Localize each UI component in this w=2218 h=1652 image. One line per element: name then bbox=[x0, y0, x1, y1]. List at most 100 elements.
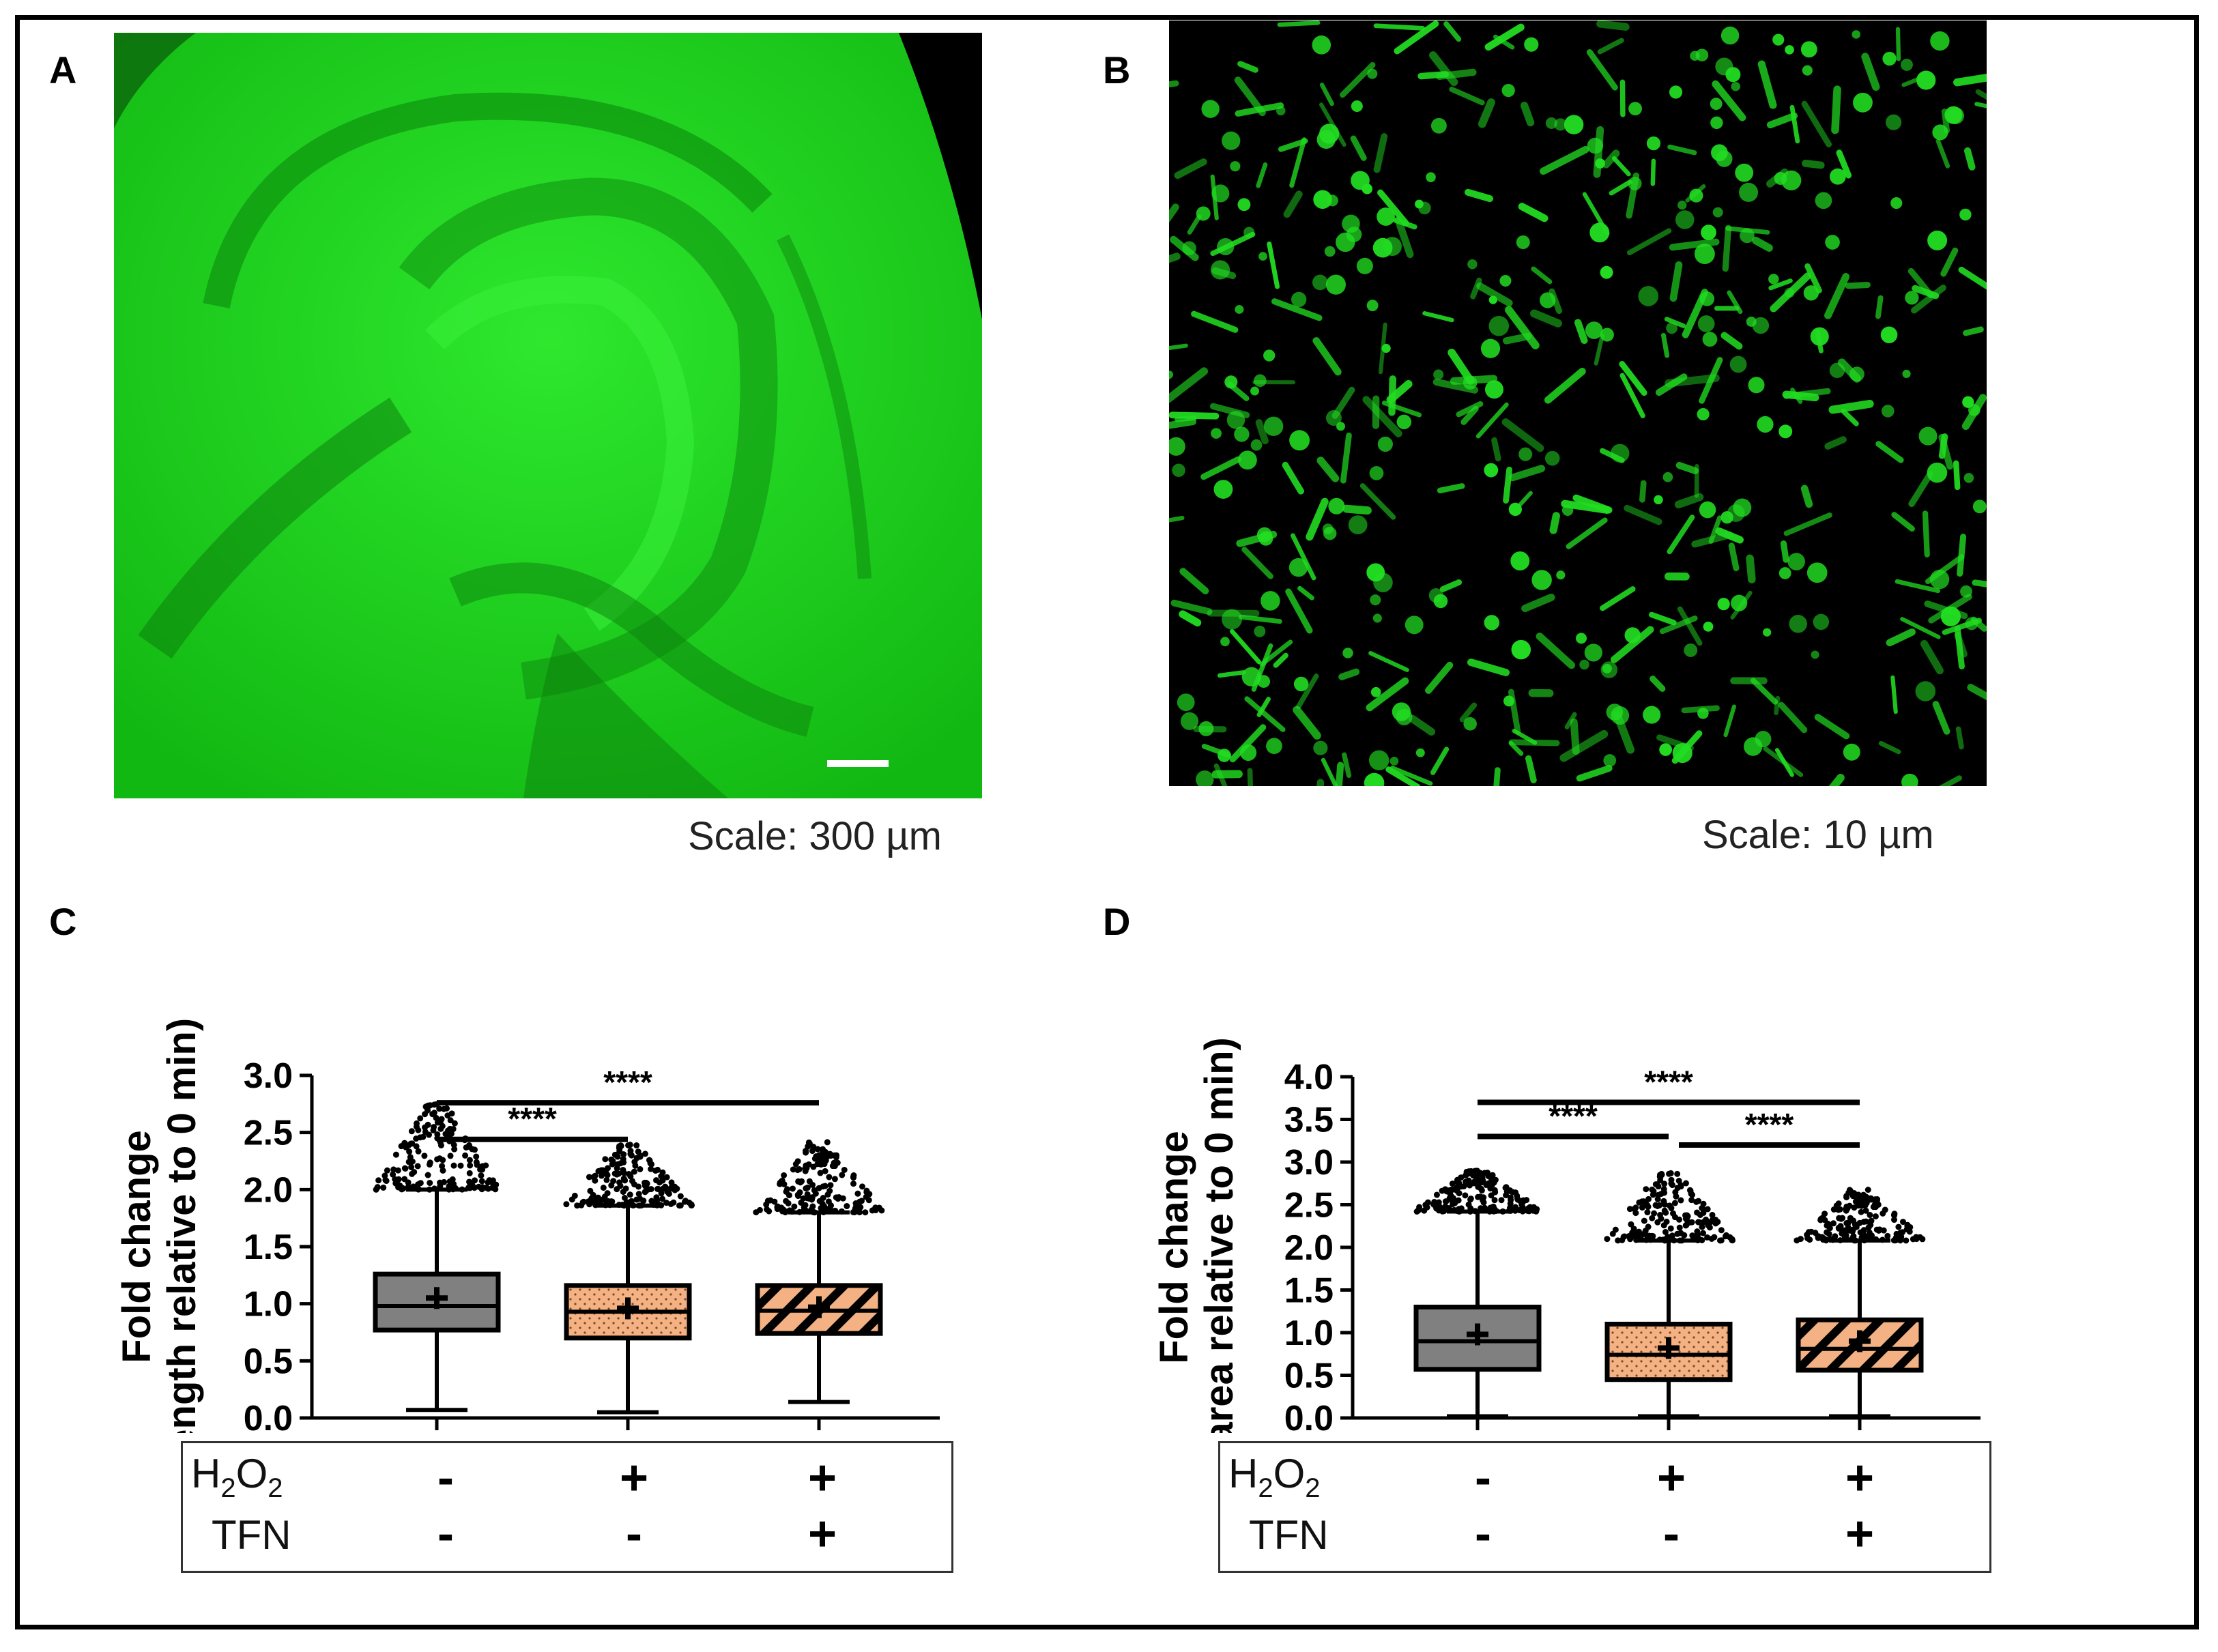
outlier-point bbox=[393, 1178, 400, 1185]
outlier-point bbox=[786, 1192, 792, 1199]
outlier-point bbox=[1868, 1217, 1875, 1224]
outlier-point bbox=[809, 1181, 816, 1188]
outlier-point bbox=[827, 1182, 834, 1189]
outlier-point bbox=[1676, 1224, 1683, 1231]
outlier-point bbox=[448, 1183, 455, 1189]
outlier-point bbox=[1835, 1200, 1842, 1207]
outlier-point bbox=[862, 1209, 869, 1216]
outlier-point bbox=[1434, 1204, 1441, 1211]
outlier-point bbox=[1874, 1195, 1881, 1202]
outlier-point bbox=[637, 1152, 644, 1159]
outlier-point bbox=[450, 1162, 457, 1169]
significance-label: **** bbox=[508, 1101, 557, 1137]
outlier-point bbox=[839, 1172, 846, 1178]
outlier-point bbox=[781, 1180, 788, 1187]
outlier-point bbox=[609, 1161, 616, 1168]
outlier-point bbox=[427, 1180, 433, 1187]
outlier-point bbox=[1821, 1217, 1828, 1223]
outlier-point bbox=[1458, 1183, 1465, 1190]
outlier-point bbox=[809, 1194, 816, 1201]
outlier-point bbox=[1660, 1222, 1667, 1229]
outlier-point bbox=[819, 1200, 826, 1207]
outlier-point bbox=[1701, 1219, 1708, 1226]
outlier-point bbox=[851, 1208, 858, 1215]
outlier-point bbox=[1480, 1199, 1487, 1206]
outlier-point bbox=[659, 1195, 666, 1202]
significance-label: **** bbox=[1644, 1064, 1693, 1100]
outlier-point bbox=[785, 1200, 792, 1206]
outlier-point bbox=[1650, 1191, 1656, 1198]
outlier-point bbox=[413, 1120, 420, 1127]
outlier-point bbox=[1694, 1209, 1701, 1216]
outlier-point bbox=[1837, 1206, 1843, 1213]
outlier-point bbox=[483, 1185, 490, 1191]
outlier-point bbox=[472, 1177, 478, 1184]
outlier-point bbox=[1615, 1237, 1622, 1244]
outlier-point bbox=[440, 1167, 446, 1174]
outlier-point bbox=[429, 1111, 436, 1118]
outlier-point bbox=[409, 1170, 416, 1177]
outlier-point bbox=[778, 1204, 785, 1211]
outlier-point bbox=[635, 1191, 642, 1198]
outlier-point bbox=[623, 1200, 630, 1206]
outlier-point bbox=[446, 1125, 453, 1132]
outlier-point bbox=[462, 1152, 469, 1159]
outlier-point bbox=[1609, 1230, 1616, 1237]
outlier-point bbox=[1689, 1191, 1696, 1198]
outlier-point bbox=[437, 1142, 444, 1148]
outlier-point bbox=[602, 1156, 609, 1163]
outlier-point bbox=[811, 1155, 818, 1162]
row-label-h2o2: H2O2 bbox=[1228, 1451, 1321, 1503]
outlier-point bbox=[394, 1167, 401, 1174]
outlier-point bbox=[764, 1198, 771, 1204]
outlier-point bbox=[1718, 1237, 1725, 1244]
outlier-point bbox=[1694, 1228, 1701, 1235]
outlier-point bbox=[467, 1162, 474, 1169]
outlier-point bbox=[1498, 1197, 1505, 1204]
outlier-point bbox=[872, 1207, 879, 1214]
h2o2-cell: + bbox=[1845, 1451, 1875, 1505]
outlier-point bbox=[1626, 1233, 1632, 1240]
outlier-point bbox=[1487, 1179, 1494, 1186]
outlier-point bbox=[796, 1166, 803, 1173]
outlier-point bbox=[1903, 1226, 1910, 1233]
outlier-point bbox=[390, 1171, 397, 1178]
outlier-point bbox=[603, 1176, 610, 1183]
outlier-point bbox=[1892, 1237, 1899, 1244]
outlier-point bbox=[594, 1198, 601, 1205]
outlier-point bbox=[1895, 1223, 1902, 1230]
outlier-point bbox=[618, 1142, 624, 1149]
outlier-point bbox=[444, 1105, 450, 1112]
outlier-point bbox=[574, 1202, 581, 1209]
y-axis-label: (area relative to 0 min) bbox=[1197, 1037, 1241, 1433]
outlier-point bbox=[586, 1174, 592, 1180]
outlier-point bbox=[803, 1207, 809, 1214]
outlier-point bbox=[1654, 1181, 1660, 1188]
outlier-point bbox=[677, 1202, 684, 1209]
outlier-point bbox=[817, 1170, 824, 1176]
outlier-point bbox=[1478, 1179, 1485, 1186]
outlier-point bbox=[854, 1202, 861, 1209]
significance-label: **** bbox=[1745, 1107, 1794, 1142]
outlier-point bbox=[1658, 1170, 1665, 1177]
outlier-point bbox=[825, 1198, 832, 1205]
outlier-point bbox=[1700, 1230, 1707, 1236]
outlier-point bbox=[1879, 1236, 1886, 1243]
outlier-point bbox=[1421, 1207, 1428, 1214]
conditions-table-c: H2O2 TFN - + + - - + bbox=[181, 1441, 953, 1573]
outlier-point bbox=[1666, 1170, 1673, 1177]
outlier-point bbox=[667, 1200, 674, 1207]
outlier-point bbox=[447, 1153, 454, 1159]
outlier-point bbox=[1631, 1206, 1638, 1213]
outlier-point bbox=[1667, 1202, 1673, 1209]
outlier-point bbox=[794, 1191, 801, 1198]
outlier-point bbox=[1903, 1237, 1910, 1244]
outlier-point bbox=[1635, 1233, 1642, 1240]
outlier-point bbox=[1867, 1212, 1873, 1219]
outlier-point bbox=[824, 1191, 831, 1198]
outlier-point bbox=[585, 1198, 592, 1205]
outlier-point bbox=[850, 1180, 857, 1187]
outlier-point bbox=[1643, 1186, 1650, 1193]
outlier-point bbox=[841, 1166, 848, 1173]
conditions-table-d: H2O2 TFN - + + - - + bbox=[1218, 1441, 1991, 1573]
